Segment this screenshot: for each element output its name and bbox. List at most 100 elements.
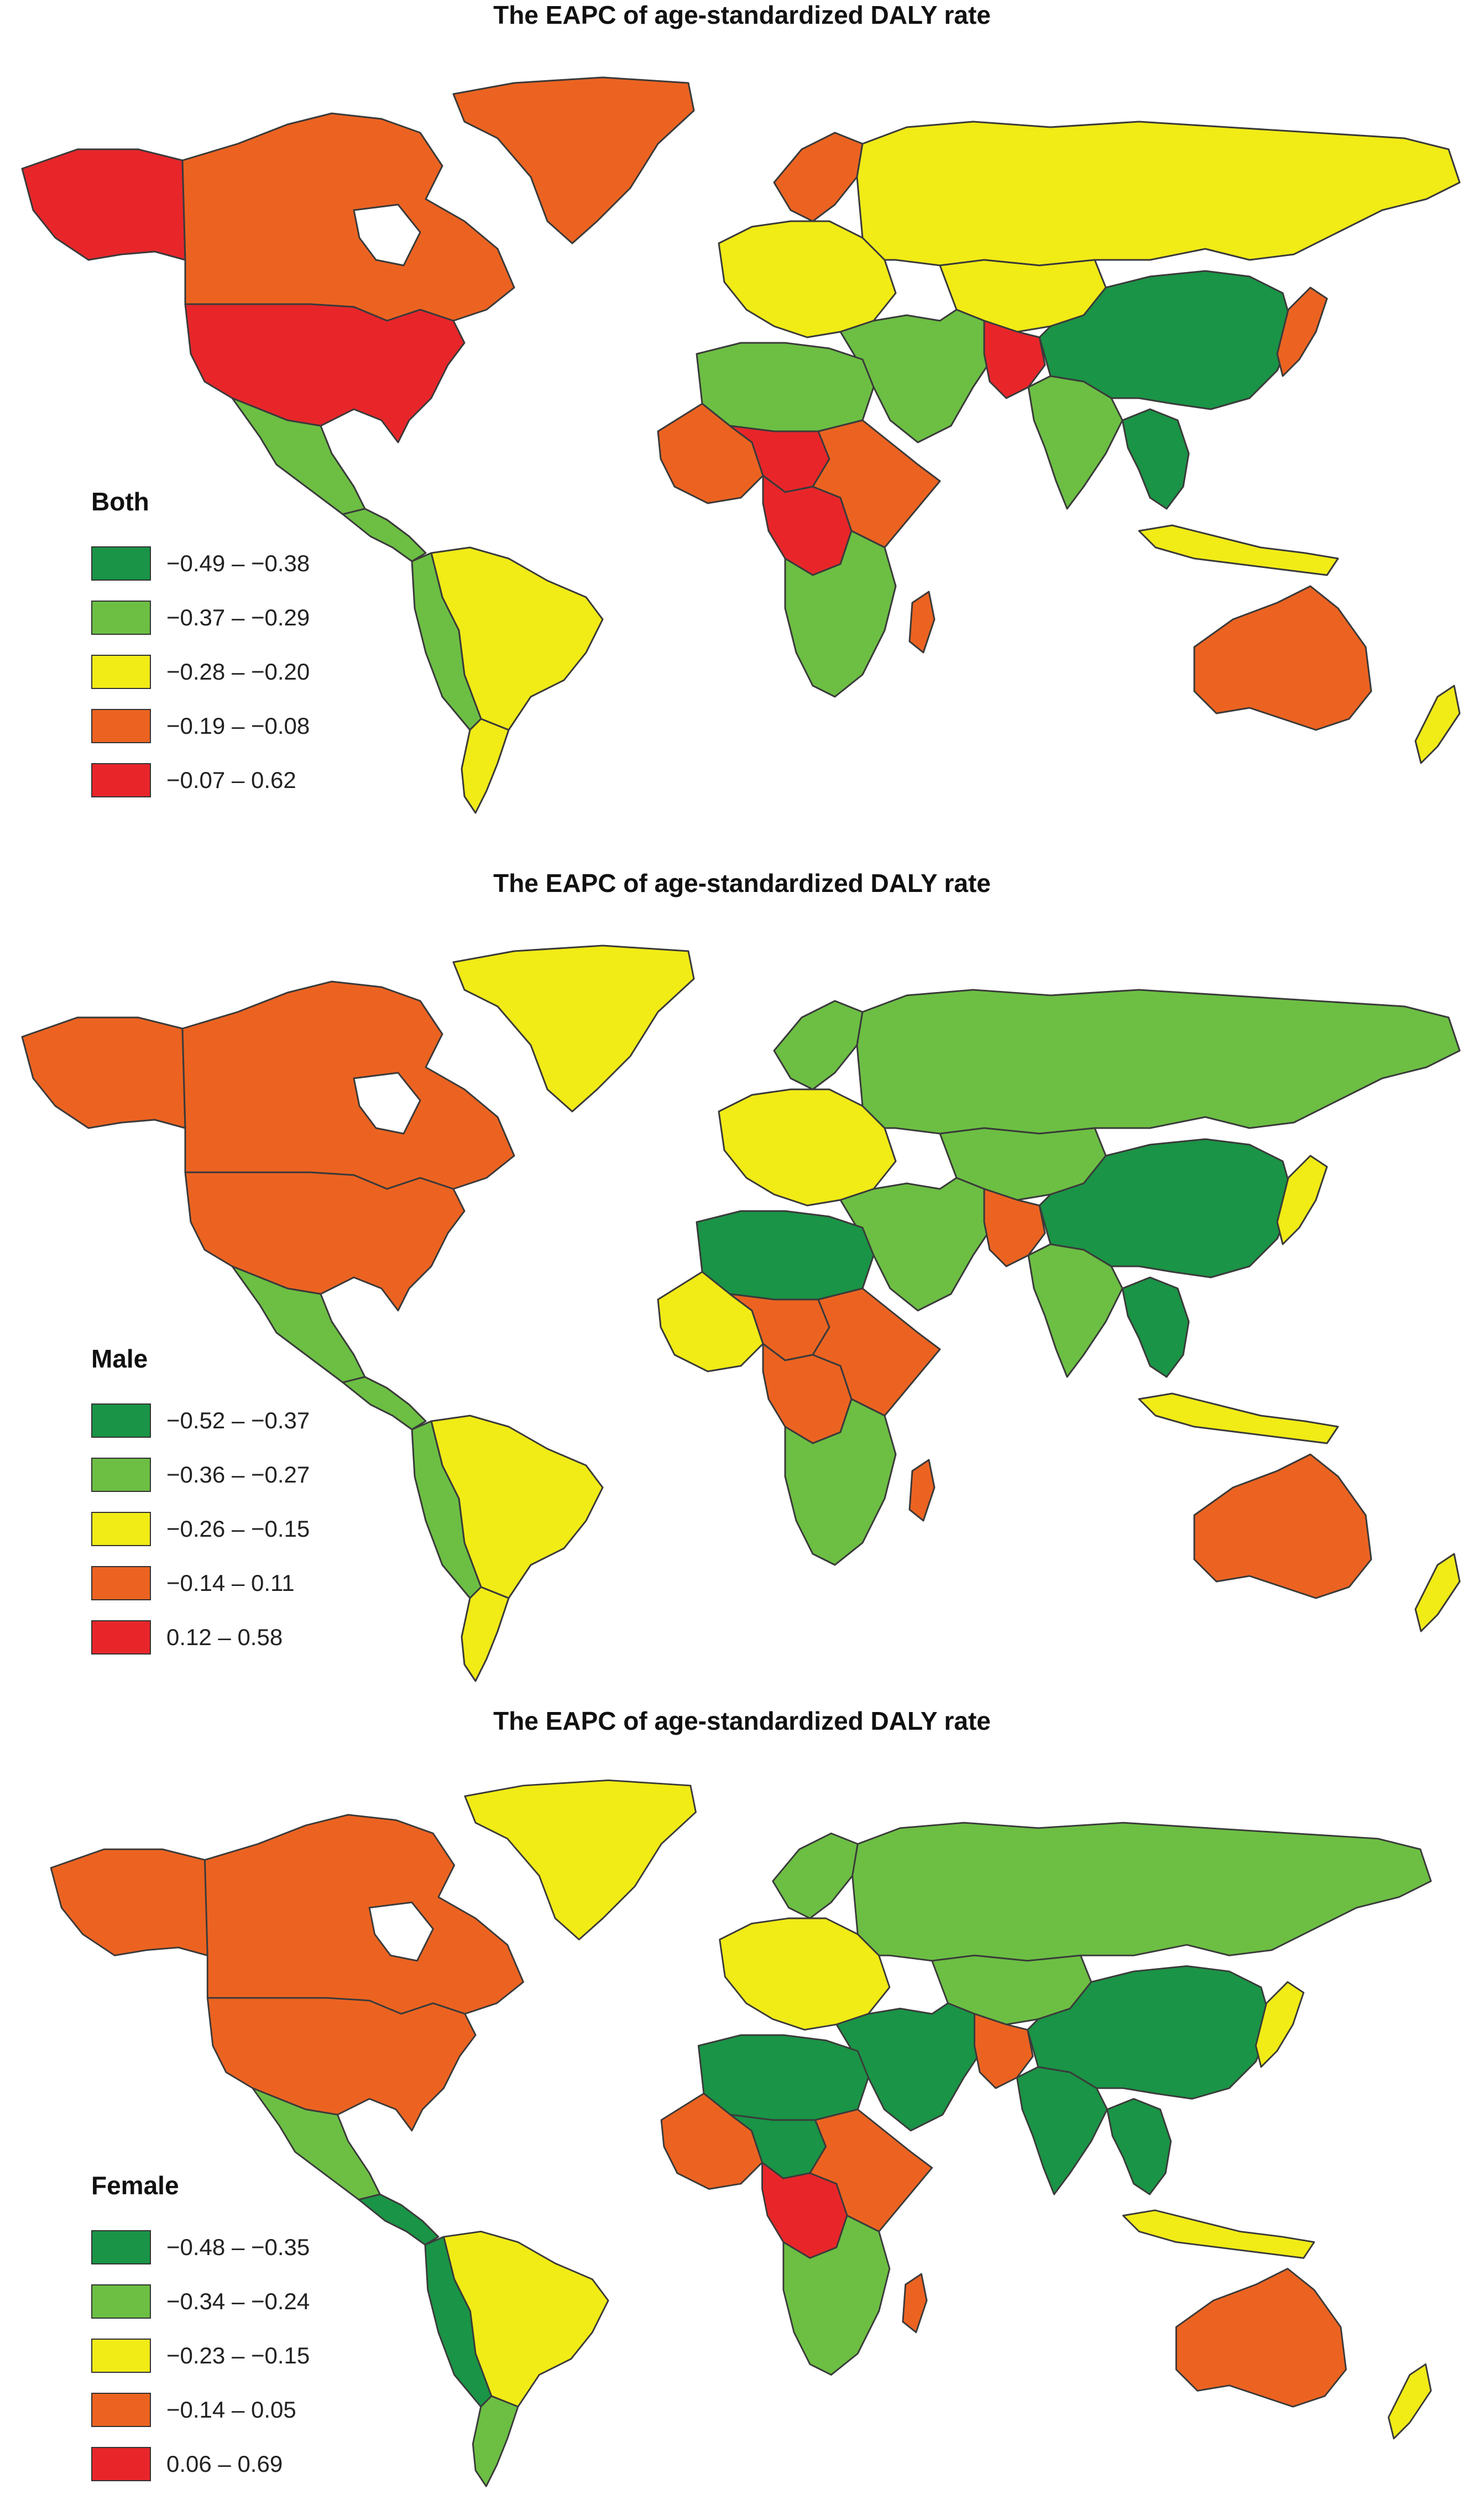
region-south-america-south <box>461 1586 510 1682</box>
panel-title: The EAPC of age-standardized DALY rate <box>493 869 991 897</box>
region-indonesia <box>1138 524 1339 576</box>
legend-label: −0.49 – −0.38 <box>166 550 310 576</box>
region-new-zealand <box>1414 1553 1461 1632</box>
legend-swatch <box>91 1512 151 1546</box>
region-central-america <box>342 1376 427 1431</box>
region-indonesia <box>1122 2209 1315 2259</box>
region-greenland <box>464 1779 697 1940</box>
legend-label: −0.34 – −0.24 <box>166 2288 310 2314</box>
world-map-svg <box>50 1779 1432 2487</box>
region-middle-east <box>835 2002 986 2132</box>
region-alaska <box>50 1848 208 1956</box>
region-europe-north <box>772 1832 859 1919</box>
legend-label: −0.26 – −0.15 <box>166 1516 310 1542</box>
region-usa <box>184 1171 466 1312</box>
region-southern-africa <box>782 2215 891 2376</box>
panel-title: The EAPC of age-standardized DALY rate <box>493 1706 991 1735</box>
legend-item: −0.28 – −0.20 <box>91 645 310 699</box>
legend-swatch <box>91 709 151 743</box>
region-russia <box>851 1822 1432 1962</box>
region-west-africa <box>657 403 764 504</box>
region-southeast-asia <box>1106 2097 1172 2195</box>
region-south-america-south <box>472 2395 519 2487</box>
region-japan <box>1276 1155 1328 1245</box>
region-central-america <box>358 2193 440 2246</box>
region-southern-africa <box>784 530 897 698</box>
legend-title: Both <box>91 487 149 516</box>
region-europe <box>719 1917 891 2031</box>
region-australia <box>1193 1453 1372 1599</box>
region-china <box>1027 1965 1273 2100</box>
region-russia <box>856 121 1461 267</box>
legend-swatch <box>91 1458 151 1492</box>
region-usa <box>184 303 466 443</box>
legend-item: −0.36 – −0.27 <box>91 1448 310 1502</box>
region-southeast-asia <box>1121 1276 1190 1378</box>
region-madagascar <box>902 2273 928 2334</box>
legend-item: −0.34 – −0.24 <box>91 2274 310 2329</box>
legend-item: −0.19 – −0.08 <box>91 699 310 753</box>
region-madagascar <box>908 1459 936 1522</box>
map-panel-female: The EAPC of age-standardized DALY rate <box>0 1706 1484 2503</box>
legend: Female −0.48 – −0.35 −0.34 – −0.24 −0.23… <box>91 2170 310 2491</box>
legend-label: −0.19 – −0.08 <box>166 713 310 739</box>
legend-swatch <box>91 1620 151 1655</box>
region-canada <box>181 112 515 322</box>
legend-swatch <box>91 546 151 581</box>
region-east-africa <box>812 1287 941 1417</box>
region-middle-east <box>839 1177 996 1312</box>
region-japan <box>1255 1981 1305 2068</box>
region-alaska <box>21 148 186 261</box>
map-panel-both: The EAPC of age-standardized DALY rate <box>0 0 1484 832</box>
legend: Both −0.49 – −0.38 −0.37 – −0.29 −0.28 –… <box>91 487 310 807</box>
legend-label: −0.52 – −0.37 <box>166 1407 310 1433</box>
region-east-africa <box>809 2109 933 2232</box>
region-middle-east <box>839 309 996 443</box>
legend-item: −0.26 – −0.15 <box>91 1502 310 1556</box>
region-europe <box>718 220 897 338</box>
legend-label: −0.07 – 0.62 <box>166 767 296 793</box>
legend-item: 0.06 – 0.69 <box>91 2437 310 2491</box>
legend: Male −0.52 – −0.37 −0.36 – −0.27 −0.26 –… <box>91 1344 310 1664</box>
legend-item: −0.14 – 0.05 <box>91 2383 310 2437</box>
legend-swatch <box>91 1403 151 1438</box>
region-north-africa <box>696 1210 875 1301</box>
legend-swatch <box>91 2230 151 2264</box>
region-southeast-asia <box>1121 408 1190 510</box>
region-alaska <box>21 1016 186 1129</box>
legend-label: 0.06 – 0.69 <box>166 2451 283 2477</box>
legend-item: −0.14 – 0.11 <box>91 1556 310 1610</box>
legend-swatch <box>91 601 151 635</box>
region-europe-north <box>773 1000 864 1090</box>
legend-item: −0.23 – −0.15 <box>91 2329 310 2383</box>
region-central-america <box>342 508 427 562</box>
region-europe-north <box>773 132 864 222</box>
legend-label: −0.37 – −0.29 <box>166 604 310 630</box>
region-russia <box>856 989 1461 1135</box>
world-map-svg <box>21 944 1461 1682</box>
legend-label: −0.28 – −0.20 <box>166 659 310 685</box>
region-south-america-south <box>461 718 510 814</box>
world-map-svg <box>21 76 1461 814</box>
legend-item: 0.12 – 0.58 <box>91 1610 310 1664</box>
region-new-zealand <box>1387 2363 1432 2440</box>
legend-label: −0.23 – −0.15 <box>166 2342 310 2368</box>
region-southern-africa <box>784 1398 897 1566</box>
region-east-africa <box>812 419 941 549</box>
region-japan <box>1276 286 1328 377</box>
region-australia <box>1175 2268 1347 2408</box>
legend-label: −0.48 – −0.35 <box>166 2234 310 2260</box>
region-china <box>1038 1138 1295 1278</box>
legend-label: −0.14 – 0.05 <box>166 2397 296 2423</box>
region-west-africa <box>657 1271 764 1372</box>
world-map <box>0 1706 1484 2502</box>
region-greenland <box>452 76 695 244</box>
legend-swatch <box>91 2284 151 2319</box>
legend-label: 0.12 – 0.58 <box>166 1624 283 1650</box>
region-indonesia <box>1138 1392 1339 1444</box>
legend-item: −0.37 – −0.29 <box>91 591 310 645</box>
region-canada <box>181 980 515 1190</box>
legend-label: −0.36 – −0.27 <box>166 1462 310 1488</box>
legend-swatch <box>91 763 151 797</box>
region-madagascar <box>908 591 936 654</box>
